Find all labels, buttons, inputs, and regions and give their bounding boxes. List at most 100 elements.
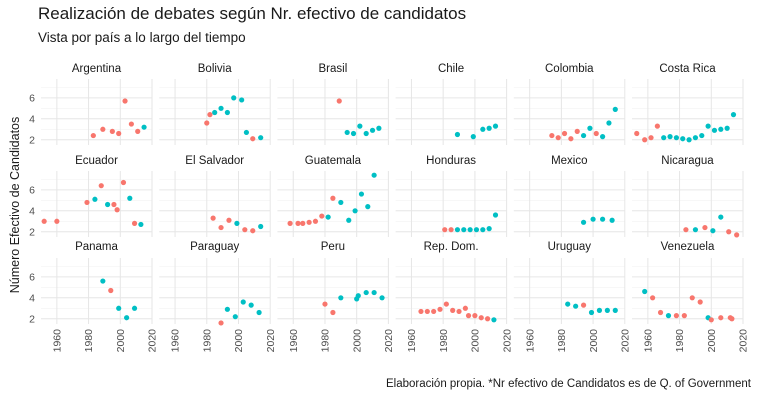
data-point-chile — [480, 126, 486, 132]
y-tick-label: 2 — [29, 134, 35, 146]
data-point-ecuador — [120, 179, 127, 186]
data-point-colombia — [587, 125, 593, 131]
data-point-peru — [371, 289, 377, 296]
data-point-peru — [363, 289, 369, 296]
data-point-ecuador — [114, 207, 120, 213]
data-point-bolivia — [204, 120, 210, 126]
chart-subtitle: Vista por país a lo largo del tiempo — [38, 30, 246, 45]
data-point-costa-rica — [705, 123, 711, 129]
data-point-bolivia — [250, 136, 256, 142]
x-tick-label: 1980 — [556, 329, 568, 353]
panel-mexico — [513, 171, 625, 237]
data-point-chile — [470, 134, 476, 140]
data-point-costa-rica — [686, 137, 692, 143]
data-point-uruguay — [596, 307, 603, 313]
data-point-guatemala — [319, 213, 325, 219]
facet-label-colombia: Colombia — [545, 63, 594, 75]
data-point-colombia — [593, 130, 599, 137]
data-point-venezuela — [697, 299, 703, 305]
facet-label-ecuador: Ecuador — [75, 155, 118, 167]
x-tick-label: 2000 — [115, 329, 127, 353]
data-point-paraguay — [218, 320, 224, 326]
data-point-honduras — [461, 227, 467, 233]
data-point-uruguay — [604, 307, 610, 313]
data-point-venezuela — [681, 313, 687, 319]
data-point-bolivia — [207, 112, 213, 118]
facet-label-rep-dom: Rep. Dom. — [424, 241, 479, 253]
data-point-uruguay — [588, 309, 595, 316]
data-point-rep-dom — [450, 307, 456, 313]
data-point-panama — [100, 278, 106, 284]
x-tick-label: 2000 — [706, 329, 718, 353]
panel-guatemala — [277, 171, 389, 237]
x-tick-label: 2020 — [383, 329, 395, 353]
data-point-ecuador — [92, 196, 98, 202]
panel-brasil — [277, 79, 389, 145]
data-point-costa-rica — [667, 134, 673, 140]
data-point-peru — [338, 295, 344, 301]
data-point-honduras — [486, 226, 492, 232]
panel-panama — [41, 258, 152, 324]
data-point-brasil — [376, 125, 382, 131]
data-point-el-salvador — [242, 227, 248, 233]
y-tick-label: 2 — [29, 226, 35, 238]
facet-label-mexico: Mexico — [551, 155, 587, 167]
data-point-argentina — [100, 126, 106, 132]
data-point-guatemala — [352, 208, 358, 214]
data-point-venezuela — [657, 309, 664, 316]
x-tick-label: 1960 — [288, 329, 300, 353]
x-tick-label: 2000 — [351, 329, 363, 353]
data-point-rep-dom — [456, 308, 462, 315]
data-point-guatemala — [338, 199, 344, 206]
panel-honduras — [395, 171, 507, 237]
data-point-ecuador — [127, 195, 133, 201]
data-point-colombia — [568, 136, 574, 142]
data-point-brasil — [357, 123, 363, 129]
panel-colombia — [513, 79, 625, 145]
data-point-costa-rica — [724, 125, 730, 131]
data-point-costa-rica — [642, 137, 648, 143]
data-point-panama — [116, 305, 122, 311]
data-point-uruguay — [573, 303, 579, 309]
data-point-ecuador — [105, 201, 111, 208]
x-tick-label: 2000 — [588, 329, 600, 353]
data-point-nicaragua — [734, 232, 740, 238]
data-point-colombia — [574, 128, 580, 134]
data-point-argentina — [135, 128, 141, 134]
data-point-venezuela — [718, 315, 724, 321]
data-point-argentina — [116, 130, 122, 137]
data-point-bolivia — [258, 135, 264, 141]
data-point-guatemala — [295, 220, 301, 226]
panel-paraguay — [159, 258, 271, 324]
data-point-chile — [454, 131, 461, 138]
data-point-rep-dom — [478, 315, 484, 321]
data-point-brasil — [369, 127, 376, 133]
facet-label-panama: Panama — [75, 241, 118, 253]
data-point-rep-dom — [443, 301, 449, 307]
data-point-paraguay — [248, 302, 254, 308]
data-point-costa-rica — [648, 135, 654, 141]
panel-el-salvador — [159, 171, 271, 237]
data-point-guatemala — [325, 214, 331, 220]
facet-label-peru: Peru — [321, 241, 345, 253]
data-point-guatemala — [371, 172, 377, 178]
data-point-ecuador — [111, 201, 117, 208]
data-point-nicaragua — [726, 229, 732, 235]
y-tick-label: 6 — [29, 271, 35, 283]
data-point-ecuador — [131, 220, 138, 226]
data-point-argentina — [90, 132, 96, 139]
panel-venezuela — [632, 258, 743, 324]
data-point-honduras — [473, 227, 480, 233]
data-point-brasil — [344, 129, 350, 136]
data-point-uruguay — [580, 302, 587, 308]
y-tick-label: 4 — [29, 292, 35, 304]
data-point-peru — [322, 301, 328, 307]
data-point-costa-rica — [661, 135, 667, 141]
data-point-paraguay — [224, 306, 230, 312]
x-tick-label: 2020 — [501, 329, 513, 353]
data-point-honduras — [480, 227, 486, 233]
data-point-venezuela — [665, 313, 672, 319]
data-point-argentina — [128, 121, 134, 127]
data-point-rep-dom — [484, 316, 491, 322]
